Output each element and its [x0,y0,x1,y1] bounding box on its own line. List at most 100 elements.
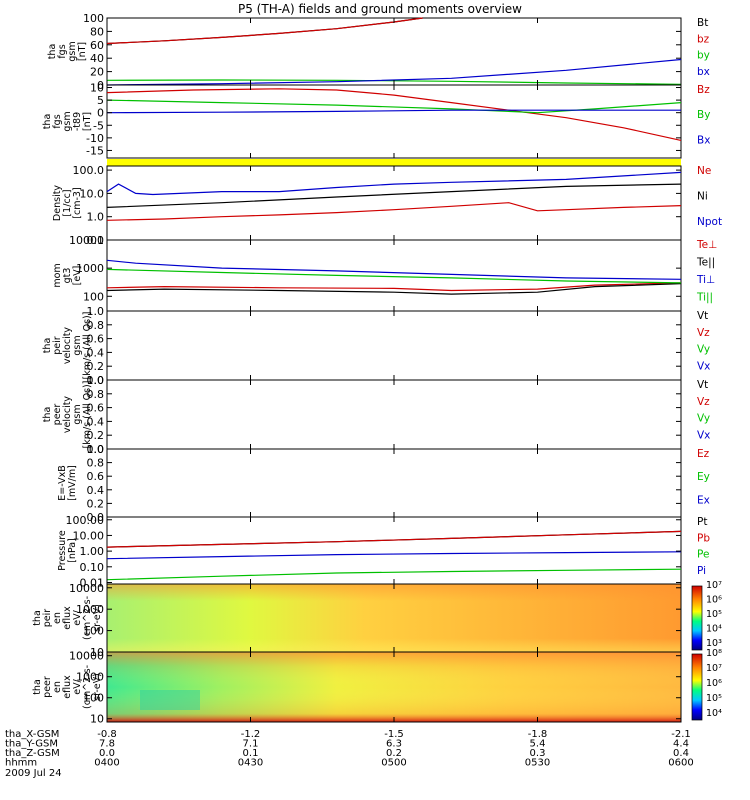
legend-entry: Vz [697,327,710,339]
y-axis-label: tha [42,338,53,354]
y-axis-label: tha [32,610,43,626]
x-axis-row-label: tha_X-GSM [5,729,59,740]
colorbar-tick-label: 10⁵ [706,693,722,704]
y-tick-label: 100 [83,692,104,705]
legend-entry: Pt [697,516,707,528]
legend-entry: Ti⊥ [696,274,715,286]
y-axis-label: Density [52,185,63,221]
y-tick-label: 0.0 [87,374,105,387]
panel-frame [106,310,682,381]
legend-entry: Ex [697,494,710,506]
y-axis-label: eV/ [72,609,83,625]
y-tick-label: 1000 [76,603,104,616]
legend-entry: Te|| [696,256,715,268]
x-tick-label: -0.8 [97,729,117,740]
y-axis-label: E=-VxB [57,465,68,500]
legend-entry: Bt [697,17,708,29]
x-tick-label: -1.2 [241,729,261,740]
legend-entry: Pe [697,549,709,561]
y-tick-label: 0.8 [87,319,105,332]
y-tick-label: 0 [97,107,104,120]
panel-3: 0.1 1.0 10.0 100.0 Density [1/cc] [cm-3] Ne Ni Np… [52,164,722,247]
x-tick-label: 4.4 [673,739,689,750]
y-tick-label: 0.0 [87,511,105,524]
series-line-red [106,282,682,292]
x-axis-row-label: hhmm [5,758,37,769]
y-tick-label: 0 [97,79,104,92]
legend-entry: Pi [697,565,706,577]
legend-entry: Te⊥ [696,239,717,251]
series-line-blue [106,259,682,280]
y-axis-label: [km/s (All Qs)] [82,381,93,449]
y-tick-label: 20 [90,66,104,79]
legend-entry: Ni [697,191,708,203]
legend-entry: bx [697,66,710,78]
series-line-red [106,17,423,45]
y-axis-label: velocity [62,396,73,434]
y-tick-label: 100 [83,625,104,638]
y-axis-label: Pressure [57,530,68,571]
y-tick-label: 100 [83,290,104,303]
x-axis-row-label: tha_Z-GSM [5,748,60,759]
x-tick-label: 0.4 [673,748,689,759]
panel-frame [106,448,682,518]
y-tick-label: 1000 [76,671,104,684]
legend-entry: Vt [697,310,708,322]
y-tick-label: 0.8 [87,457,105,470]
y-axis-label: gsm [62,111,73,131]
panel-10: 10 100 1000 10000 tha peer en eflux eV/(cm^2-s-s… [32,648,722,726]
series-line-green [106,568,682,581]
y-axis-label: [nPa] [67,538,78,563]
y-tick-label: 40 [90,52,104,65]
y-axis-label: [1/cc] [62,189,73,216]
y-axis-label: eflux [62,606,73,630]
y-tick-label: 1.0 [87,374,105,387]
y-axis-label: velocity [62,327,73,365]
x-tick-label: 6.3 [386,739,402,750]
legend-entry: Vz [697,396,710,408]
y-tick-label: -10 [86,132,104,145]
x-tick-label: -1.8 [528,729,548,740]
status-bar [107,159,681,166]
colorbar-tick-label: 10⁷ [706,663,722,674]
y-tick-label: 0.6 [87,402,105,415]
series-line-green [106,268,682,284]
y-axis-label: [eV] [72,266,83,286]
y-axis-label: [mV/m] [67,465,78,501]
y-tick-label: 10000 [69,650,104,663]
series-line-blue [106,109,681,114]
legend-entry: Vy [697,413,710,425]
y-tick-label: 10000 [69,234,104,247]
y-tick-label: 0.8 [87,388,105,401]
x-tick-label: 0600 [668,758,693,769]
y-tick-label: 10 [90,713,104,726]
y-tick-label: 0.1 [87,234,105,247]
panel-8: 0.01 0.10 1.00 10.00 100.00 Pressure [nPa] Pt Pb… [57,514,710,590]
panel-frame [106,239,682,312]
y-tick-label: 1.0 [87,443,105,456]
colorbar-tick-label: 10⁶ [706,678,722,689]
spectrogram-ion-fill [107,584,681,652]
legend-entry: Vy [697,344,710,356]
x-tick-label: 0.1 [243,748,259,759]
y-tick-label: 0.6 [87,470,105,483]
y-axis-label: (cm^2-s- [82,596,93,640]
y-axis-label: tha [42,114,53,130]
y-axis-label: [nT] [77,42,88,61]
legend-entry: by [697,50,710,62]
series-line-blue [106,171,682,196]
y-axis-label: peir [52,336,63,355]
chart-title: P5 (TH-A) fields and ground moments over… [238,2,522,16]
legend-entry: Vx [697,361,710,373]
panel-frame [106,379,682,450]
y-tick-label: 0.01 [80,576,105,589]
colorbar-tick-label: 10³ [706,638,722,649]
y-axis-label: peir [42,609,53,628]
y-axis-label: peer [52,404,63,426]
y-tick-label: 10.0 [80,187,105,200]
x-tick-label: 0430 [238,758,263,769]
colorbar-electron [691,653,703,721]
